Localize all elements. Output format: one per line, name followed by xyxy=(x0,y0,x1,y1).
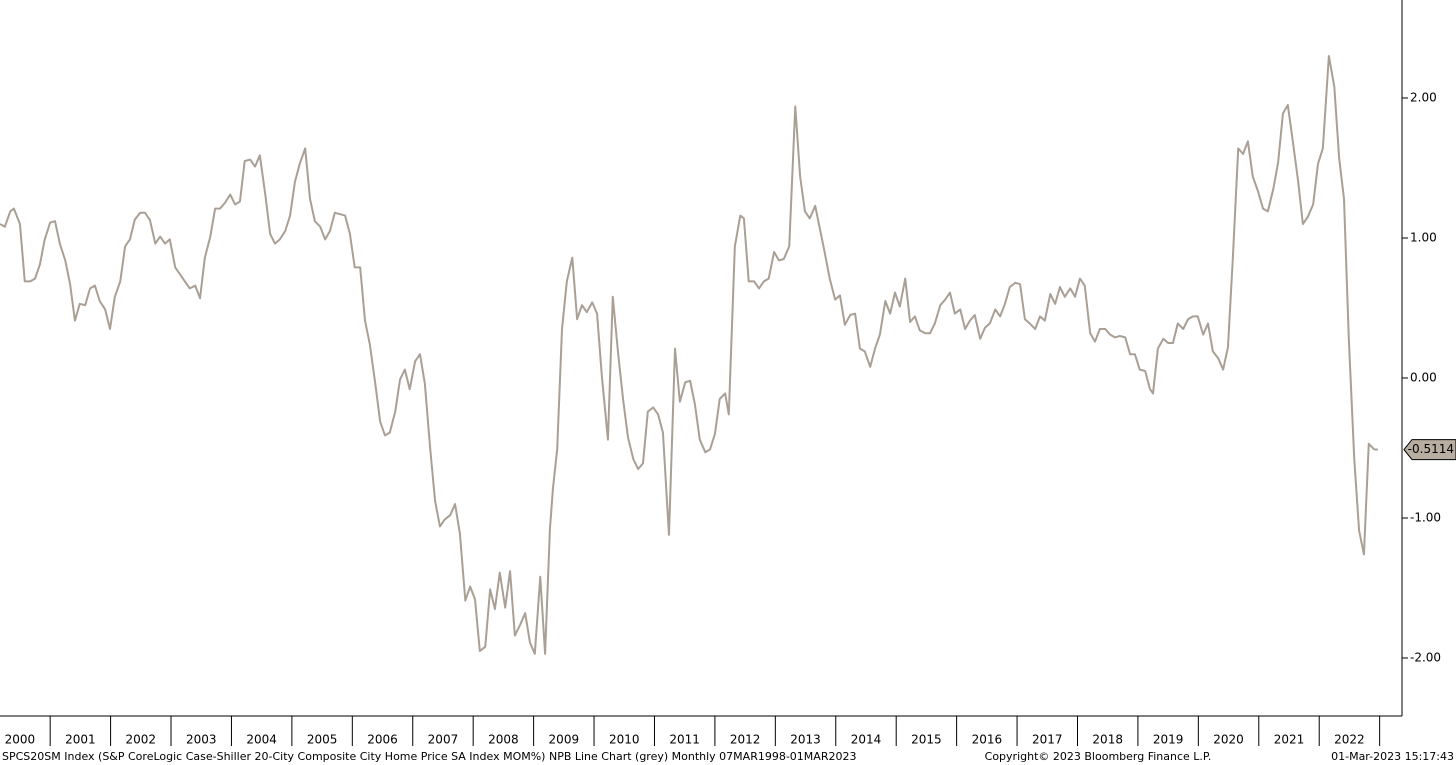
x-tick-label: 2017 xyxy=(1032,733,1063,747)
y-tick-label: 1.00 xyxy=(1410,231,1437,245)
x-tick-label: 2022 xyxy=(1334,733,1365,747)
x-tick-label: 2003 xyxy=(186,733,217,747)
x-tick-label: 2000 xyxy=(5,733,36,747)
x-tick-label: 2007 xyxy=(428,733,459,747)
x-tick-label: 2005 xyxy=(307,733,338,747)
x-tick-label: 2006 xyxy=(367,733,398,747)
footer-copyright: Copyright© 2023 Bloomberg Finance L.P. xyxy=(985,750,1212,763)
y-tick-label: 0.00 xyxy=(1410,371,1437,385)
x-tick-label: 2018 xyxy=(1092,733,1123,747)
x-tick-label: 2001 xyxy=(65,733,96,747)
x-tick-label: 2015 xyxy=(911,733,942,747)
last-value-label: -0.5114 xyxy=(1408,442,1454,456)
y-tick-label: -1.00 xyxy=(1410,511,1441,525)
x-tick-label: 2014 xyxy=(851,733,882,747)
x-tick-label: 2012 xyxy=(730,733,761,747)
x-tick-label: 2021 xyxy=(1274,733,1305,747)
y-tick-label: 2.00 xyxy=(1410,91,1437,105)
footer-timestamp: 01-Mar-2023 15:17:43 xyxy=(1331,750,1454,763)
x-tick-label: 2009 xyxy=(549,733,580,747)
x-tick-label: 2020 xyxy=(1213,733,1244,747)
y-tick-label: -2.00 xyxy=(1410,651,1441,665)
footer-source: SPCS20SM Index (S&P CoreLogic Case-Shill… xyxy=(2,750,856,763)
last-value-tag xyxy=(1403,439,1456,461)
x-tick-label: 2010 xyxy=(609,733,640,747)
x-tick-label: 2008 xyxy=(488,733,519,747)
x-tick-label: 2016 xyxy=(972,733,1003,747)
series-line xyxy=(0,55,1378,655)
x-tick-label: 2004 xyxy=(246,733,277,747)
x-tick-label: 2011 xyxy=(669,733,700,747)
x-tick-label: 2013 xyxy=(790,733,821,747)
x-tick-label: 2019 xyxy=(1153,733,1184,747)
x-tick-label: 2002 xyxy=(126,733,157,747)
